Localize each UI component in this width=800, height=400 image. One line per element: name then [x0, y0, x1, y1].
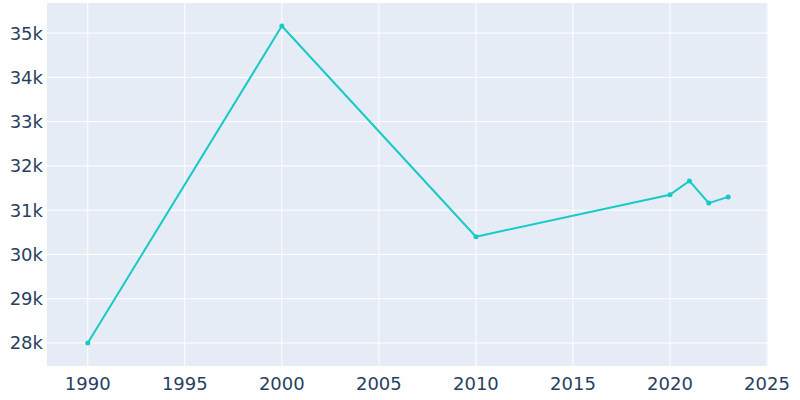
y-tick-label: 32k [10, 155, 44, 176]
x-grid-line [572, 3, 573, 366]
line [88, 26, 728, 343]
x-grid-line [378, 3, 379, 366]
x-grid-line [281, 3, 282, 366]
y-grid-line [47, 254, 768, 255]
grid [47, 3, 768, 366]
chart: 1990 1995 2000 2005 2010 2015 2020 2025 28k 29k 30… [0, 0, 800, 400]
x-grid-line [669, 3, 670, 366]
y-grid-line [47, 210, 768, 211]
y-grid-line [47, 165, 768, 166]
plot-area [47, 3, 768, 366]
series [85, 24, 730, 346]
marker [726, 194, 731, 199]
y-tick-label: 35k [10, 23, 44, 44]
marker [85, 340, 90, 345]
y-tick-label: 29k [10, 288, 44, 309]
x-grid-line [767, 3, 768, 366]
marker [706, 201, 711, 206]
y-grid-line [47, 342, 768, 343]
y-grid-line [47, 298, 768, 299]
x-grid-line [475, 3, 476, 366]
x-tick-label: 1990 [65, 373, 111, 394]
y-tick-label: 31k [10, 200, 44, 221]
x-tick-label: 2025 [744, 373, 790, 394]
x-tick-label: 2005 [356, 373, 402, 394]
x-tick-label: 2020 [647, 373, 693, 394]
x-tick-label: 2010 [453, 373, 499, 394]
marker [473, 234, 478, 239]
x-grid-line [87, 3, 88, 366]
y-grid-line [47, 121, 768, 122]
y-tick-label: 34k [10, 67, 44, 88]
y-tick-label: 30k [10, 244, 44, 265]
marker [279, 24, 284, 29]
x-tick-label: 1995 [162, 373, 208, 394]
x-tick-label: 2015 [550, 373, 596, 394]
marker [687, 178, 692, 183]
y-grid-line [47, 77, 768, 78]
y-tick-label: 33k [10, 111, 44, 132]
marker [667, 192, 672, 197]
y-tick-label: 28k [10, 332, 44, 353]
y-grid-line [47, 33, 768, 34]
x-tick-label: 2000 [259, 373, 305, 394]
